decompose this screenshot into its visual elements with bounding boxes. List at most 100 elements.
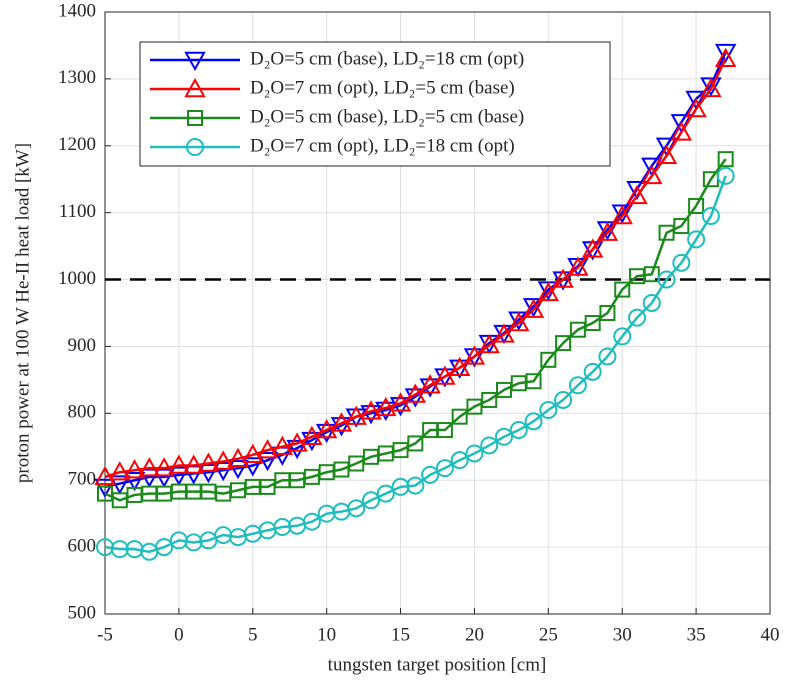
x-tick-label: 20 (465, 624, 484, 645)
series-line (104, 58, 727, 479)
marker (673, 218, 690, 235)
marker (641, 164, 663, 185)
marker (302, 512, 321, 531)
marker (614, 281, 631, 298)
marker (301, 425, 323, 445)
x-tick-label: 35 (687, 624, 706, 645)
marker (670, 121, 693, 141)
marker (642, 293, 661, 312)
marker (655, 144, 678, 165)
marker (465, 444, 484, 463)
marker (583, 362, 602, 381)
marker (540, 351, 557, 368)
y-axis-label: proton power at 100 W He-II heat load [k… (12, 143, 33, 483)
marker (700, 77, 722, 98)
marker (714, 47, 737, 68)
marker (138, 457, 161, 477)
marker (330, 412, 353, 432)
legend-label: D₂O=5 cm (base), LD₂=18 cm (opt) (250, 48, 524, 69)
marker (478, 334, 500, 354)
legend-marker (187, 110, 203, 126)
marker (227, 447, 249, 468)
marker (256, 439, 279, 459)
marker (286, 439, 308, 460)
marker (123, 459, 146, 479)
marker (685, 90, 707, 111)
y-tick-label: 1200 (58, 134, 96, 155)
y-tick-label: 1300 (58, 67, 96, 88)
marker (153, 468, 175, 488)
marker (568, 376, 587, 395)
y-tick-label: 500 (68, 602, 97, 623)
marker (94, 465, 116, 486)
marker (168, 454, 190, 474)
marker (613, 327, 632, 346)
marker (301, 431, 323, 452)
marker (110, 540, 129, 559)
y-tick-label: 900 (68, 335, 97, 356)
x-tick-label: 15 (391, 624, 410, 645)
marker (672, 253, 691, 272)
x-tick-label: 25 (539, 624, 558, 645)
marker (451, 408, 468, 425)
marker (94, 478, 116, 498)
marker (109, 461, 131, 481)
x-tick-label: 0 (174, 624, 184, 645)
series-line (104, 158, 727, 502)
marker (495, 427, 513, 446)
legend-label: D₂O=7 cm (opt), LD₂=18 cm (opt) (250, 135, 515, 156)
marker (376, 484, 395, 503)
marker (508, 311, 530, 332)
marker (389, 397, 412, 417)
x-tick-label: 5 (248, 624, 258, 645)
legend-box (139, 41, 611, 167)
marker (641, 157, 663, 177)
marker (493, 323, 515, 343)
marker (716, 166, 735, 185)
y-tick-label: 1000 (58, 268, 96, 289)
legend-marker (184, 77, 206, 98)
marker (611, 204, 633, 225)
marker (407, 435, 424, 452)
marker (256, 451, 279, 472)
marker (273, 518, 292, 537)
marker (362, 491, 380, 510)
marker (480, 436, 499, 455)
marker (436, 422, 453, 439)
marker (450, 451, 469, 470)
marker (599, 305, 616, 321)
legend-label: D₂O=7 cm (opt), LD₂=5 cm (base) (250, 77, 515, 98)
marker (524, 412, 543, 431)
legend: D₂O=5 cm (base), LD₂=18 cm (opt) D₂O=7 cm… (139, 41, 611, 167)
marker (123, 472, 146, 492)
y-tick-label: 600 (68, 535, 97, 556)
marker (212, 450, 234, 470)
marker (539, 400, 558, 419)
marker (375, 396, 397, 417)
marker (567, 256, 589, 276)
y-tick-label: 1100 (59, 201, 96, 222)
y-tick-label: 800 (68, 402, 97, 423)
marker (717, 151, 734, 168)
marker (197, 452, 220, 472)
x-axis-label: tungsten target position [cm] (328, 654, 547, 675)
marker (347, 499, 366, 518)
plot-frame (104, 11, 771, 615)
marker (552, 268, 574, 288)
marker (509, 421, 528, 440)
marker (685, 97, 707, 118)
marker (182, 454, 205, 474)
marker (286, 432, 308, 452)
series-line (104, 51, 727, 489)
x-tick-label: 40 (761, 624, 780, 645)
marker (271, 435, 294, 455)
marker (391, 477, 410, 496)
marker (643, 266, 660, 283)
marker (242, 443, 264, 464)
marker (406, 476, 425, 495)
marker (688, 197, 705, 214)
marker (596, 221, 619, 241)
marker (463, 345, 486, 365)
marker (714, 43, 737, 64)
marker (537, 281, 560, 302)
